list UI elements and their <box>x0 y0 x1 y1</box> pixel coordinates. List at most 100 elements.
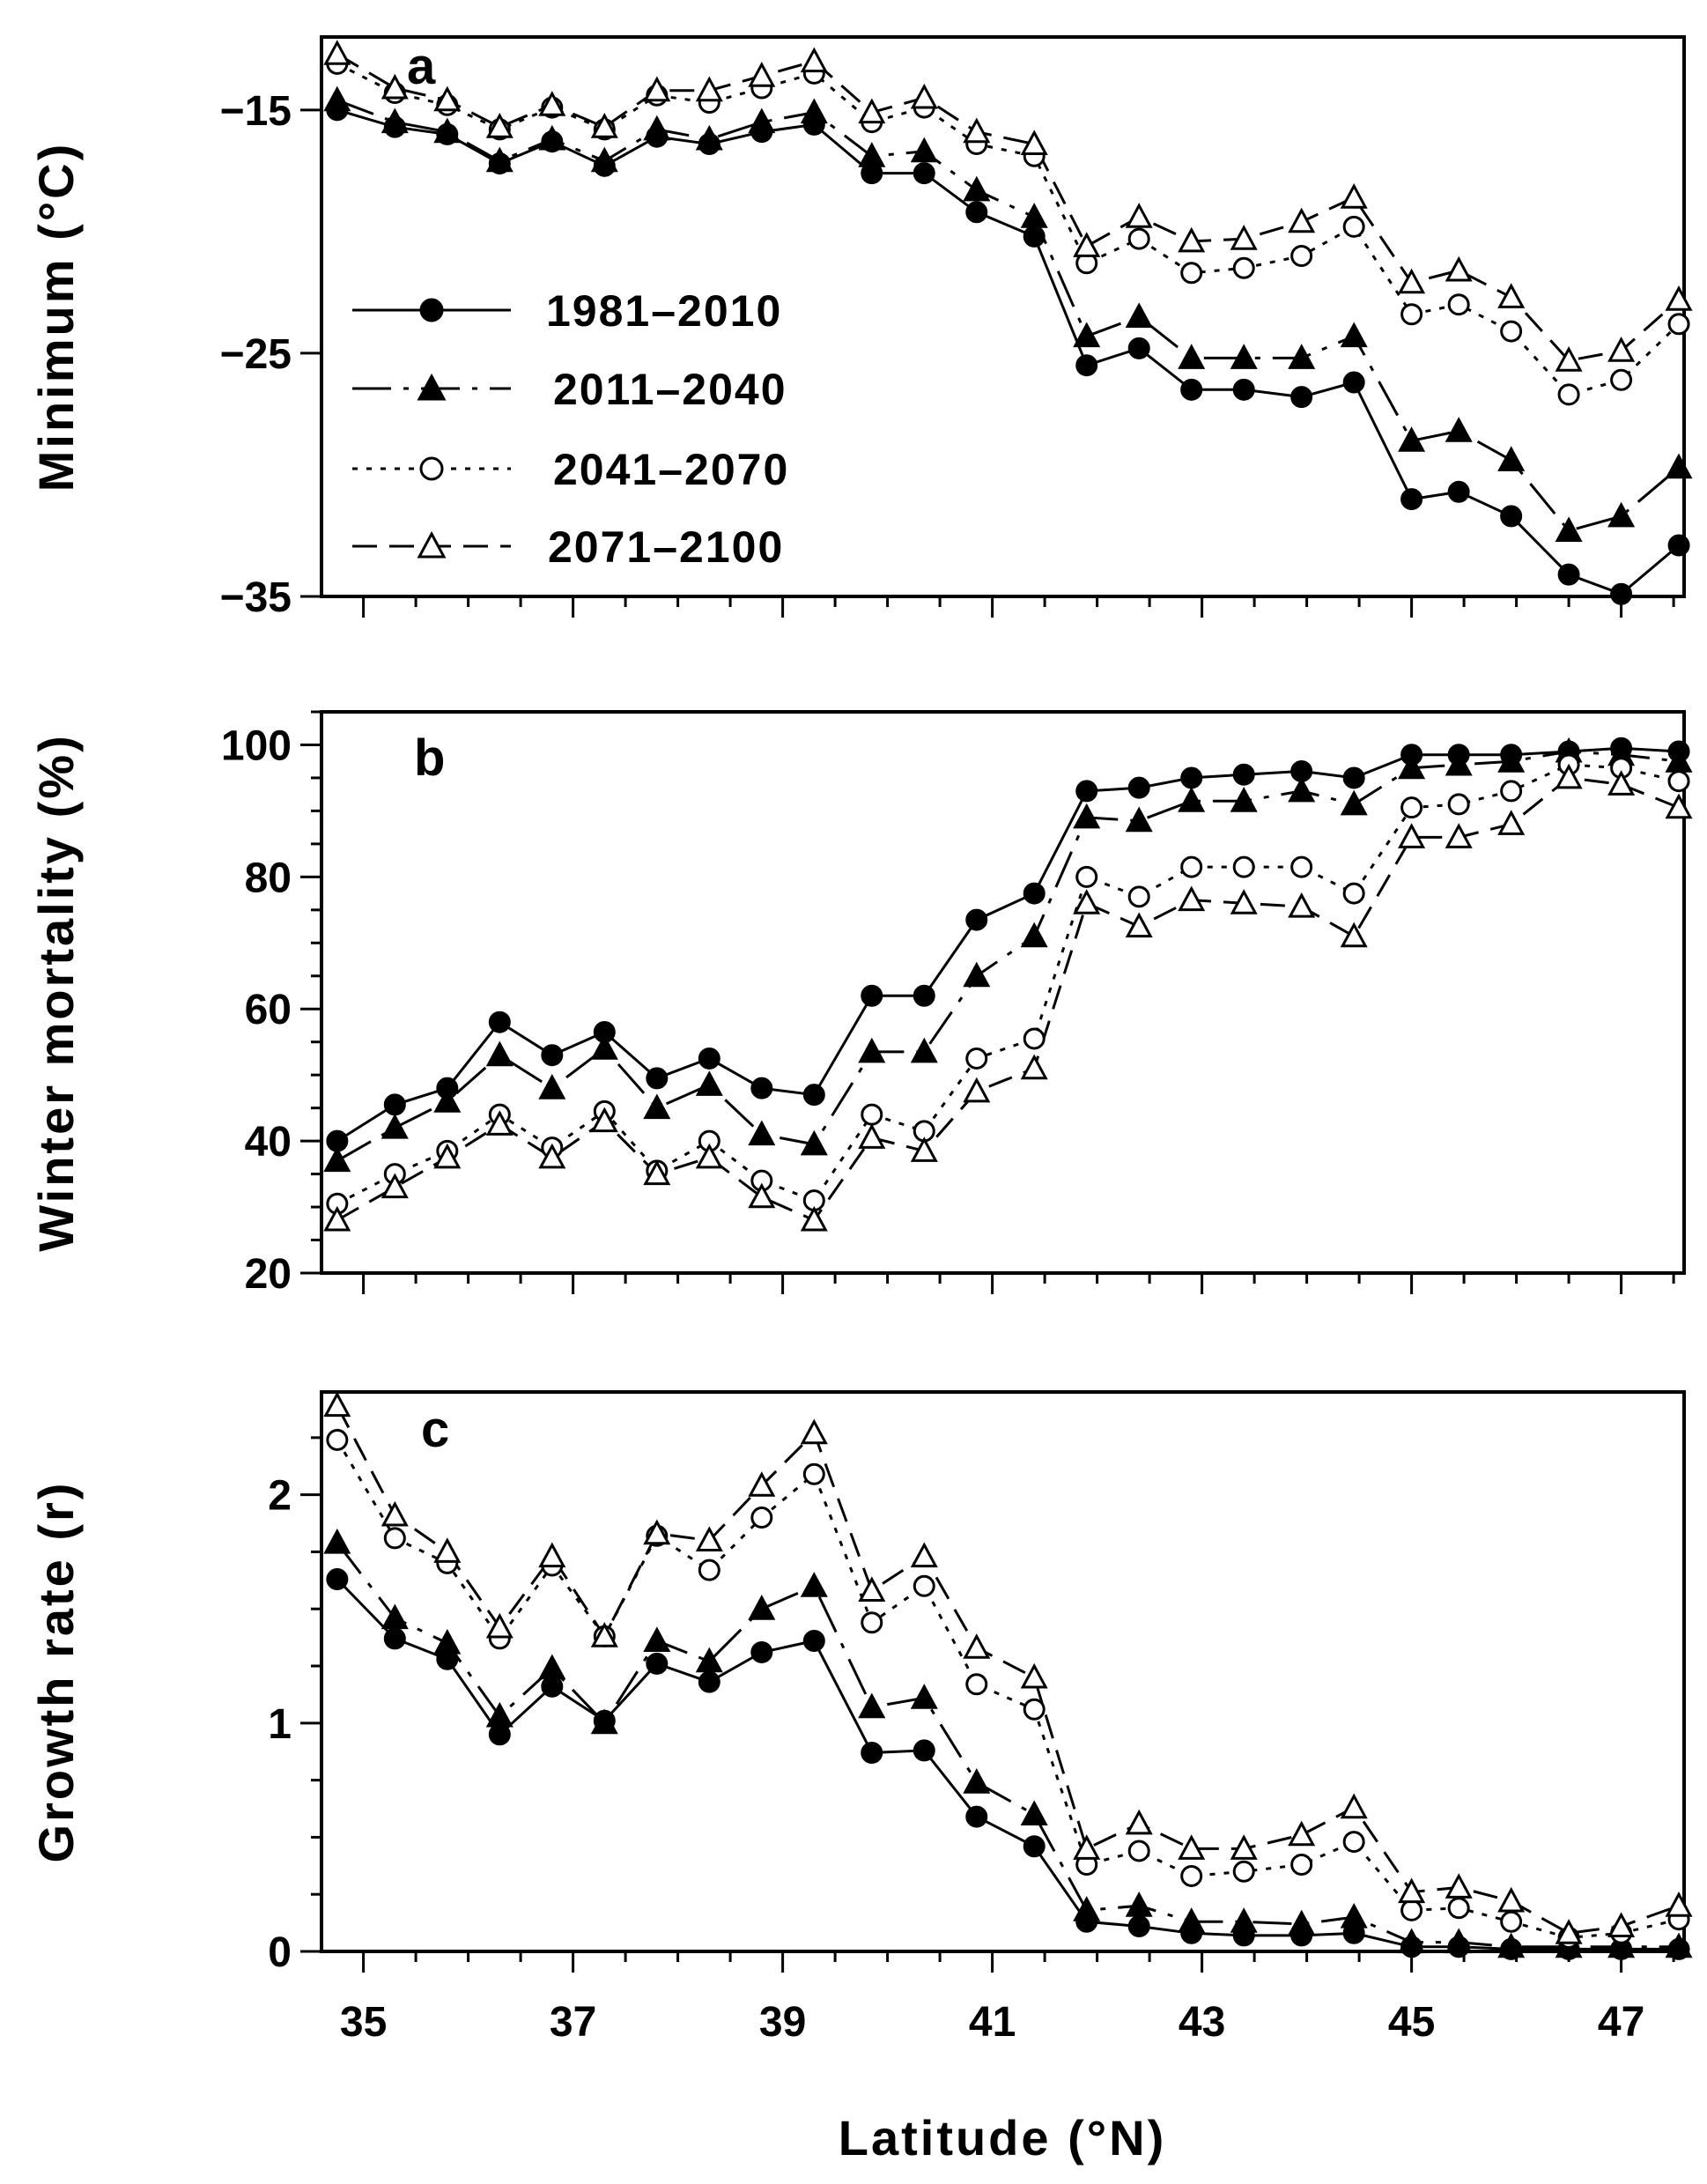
data-point-s2071 <box>1340 922 1368 948</box>
data-point-s2011 <box>748 107 776 134</box>
data-point-s2041 <box>1290 855 1313 878</box>
data-point-s1981 <box>1075 354 1098 377</box>
data-point-s2071 <box>1178 885 1206 912</box>
data-point-s2071 <box>485 1110 514 1136</box>
data-point-s2011 <box>1445 750 1473 776</box>
data-point-s2071 <box>1665 793 1693 819</box>
y-axis-title: Growth rate (r) <box>28 1481 84 1863</box>
data-point-s1981 <box>965 1805 988 1828</box>
data-point-s2071 <box>858 1576 886 1602</box>
data-point-s2041 <box>1232 256 1255 279</box>
data-point-s1981 <box>488 1011 511 1033</box>
data-point-s2071 <box>1340 1793 1368 1819</box>
data-point-s1981 <box>1232 763 1255 786</box>
data-point-s2071 <box>695 76 723 102</box>
data-point-s2011 <box>748 1595 776 1620</box>
data-point-s2041 <box>1342 1831 1365 1854</box>
data-point-s2071 <box>1665 1892 1693 1917</box>
data-point-s2011 <box>590 146 618 173</box>
legend-item-1981-2010: 1981–2010 <box>352 286 780 336</box>
x-tick-label: 41 <box>969 1999 1016 2046</box>
series-line-s2011 <box>336 1542 1679 1949</box>
data-point-s2041 <box>1500 1910 1523 1933</box>
data-point-s2011 <box>910 137 938 163</box>
data-point-s2041 <box>1667 313 1690 336</box>
data-point-s2011 <box>1073 803 1101 829</box>
data-point-s1981 <box>1075 780 1098 803</box>
x-tick-label: 43 <box>1179 1999 1225 2046</box>
data-point-s2071 <box>748 62 776 87</box>
plot-frame <box>320 710 1686 1275</box>
data-point-s2071 <box>1020 1662 1048 1689</box>
data-point-s1981 <box>1342 766 1365 789</box>
data-point-s2071 <box>910 83 938 109</box>
data-point-s2071 <box>1497 810 1526 835</box>
x-tick-label: 47 <box>1598 1999 1644 2046</box>
legend-item-2071-2100: 2071–2100 <box>352 522 782 572</box>
data-point-s1981 <box>750 1640 773 1663</box>
data-point-s1981 <box>861 984 883 1007</box>
data-point-s2071 <box>643 1159 671 1186</box>
data-point-s2071 <box>1073 889 1101 914</box>
data-point-s1981 <box>1400 488 1423 511</box>
y-tick-label: 1 <box>268 1701 292 1748</box>
data-point-s2071 <box>643 76 671 102</box>
data-point-s1981 <box>965 908 988 931</box>
legend-item-2041-2070: 2041–2070 <box>352 445 787 494</box>
data-point-s2011 <box>910 1684 938 1709</box>
data-point-s2011 <box>1020 203 1048 228</box>
data-point-s2011 <box>1230 1907 1258 1933</box>
data-point-s2011 <box>1445 417 1473 442</box>
data-point-s2011 <box>1230 787 1258 812</box>
data-point-s2071 <box>381 1173 409 1199</box>
data-point-s2041 <box>698 1558 720 1581</box>
data-point-s2041 <box>1127 885 1150 908</box>
data-point-s2071 <box>643 1519 671 1545</box>
data-point-s2041 <box>861 1103 883 1126</box>
data-point-s2011 <box>323 85 351 112</box>
data-point-s2041 <box>802 1462 825 1485</box>
data-point-s2071 <box>538 1542 566 1568</box>
data-point-s2071 <box>1445 1873 1473 1899</box>
data-point-s1981 <box>1127 337 1150 359</box>
data-point-s1981 <box>1500 505 1523 528</box>
data-point-s2071 <box>590 1107 618 1133</box>
data-point-s2071 <box>1178 226 1206 253</box>
data-point-s1981 <box>913 984 935 1007</box>
data-point-s2071 <box>1607 337 1636 362</box>
legend-item-2011-2040: 2011–2040 <box>352 365 786 414</box>
data-point-s2011 <box>1288 776 1316 803</box>
y-tick-label: −35 <box>220 574 292 621</box>
data-point-s2011 <box>1398 753 1426 780</box>
data-point-s2071 <box>485 113 514 138</box>
data-point-s2011 <box>538 1074 566 1099</box>
data-point-s1981 <box>1290 386 1313 409</box>
data-point-s2011 <box>1125 302 1153 328</box>
data-point-s2011 <box>1497 446 1526 471</box>
data-point-s2011 <box>1288 1909 1316 1936</box>
data-point-s2071 <box>433 1537 462 1563</box>
legend-marker <box>419 298 444 322</box>
data-point-s2071 <box>1020 1054 1048 1080</box>
series-line-s2071 <box>336 53 1680 362</box>
data-point-s2041 <box>1290 244 1313 267</box>
data-point-s2041 <box>1180 855 1203 878</box>
data-point-s2011 <box>1073 1896 1101 1921</box>
y-tick-label: 20 <box>245 1251 292 1298</box>
data-point-s1981 <box>1023 882 1046 905</box>
data-point-s2071 <box>963 1077 991 1103</box>
data-point-s2011 <box>800 1129 828 1156</box>
data-point-s1981 <box>1023 1835 1046 1858</box>
series-line-s2011 <box>336 99 1680 533</box>
data-point-s2041 <box>1447 1897 1470 1920</box>
data-point-s2041 <box>1447 793 1470 816</box>
data-point-s2011 <box>1288 344 1316 369</box>
y-tick-label: 40 <box>245 1119 292 1166</box>
data-point-s1981 <box>541 1044 564 1067</box>
y-tick-label: 100 <box>221 722 292 769</box>
y-axis-title: Winter mortality (%) <box>28 733 84 1251</box>
series-line-s1981 <box>336 108 1680 596</box>
data-point-s2071 <box>858 1123 886 1149</box>
data-point-s2011 <box>590 1708 618 1735</box>
